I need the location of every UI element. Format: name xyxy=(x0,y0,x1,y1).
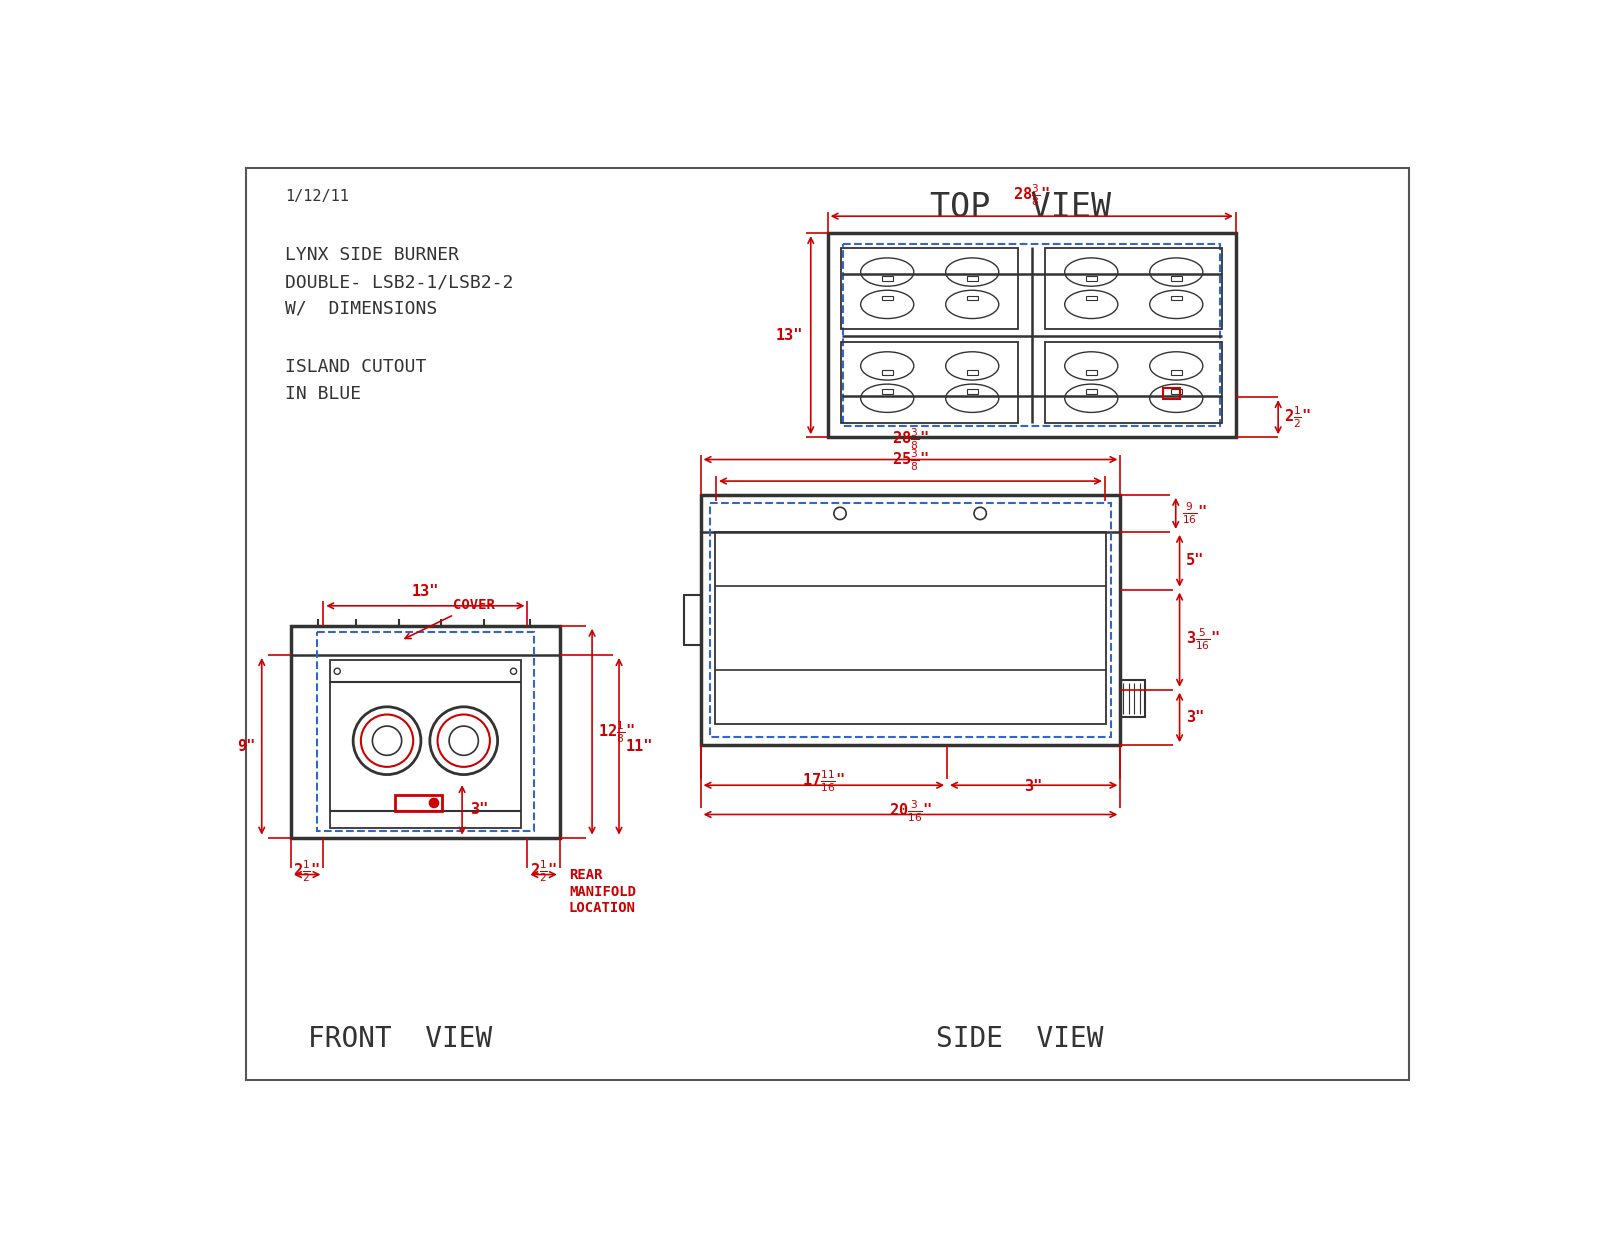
Text: 28$\frac{3}{8}$": 28$\frac{3}{8}$" xyxy=(893,427,928,452)
Text: 3": 3" xyxy=(1186,710,1205,725)
Text: LYNX: LYNX xyxy=(408,798,429,808)
Text: 9": 9" xyxy=(237,738,256,753)
Text: 3": 3" xyxy=(470,803,488,818)
Text: SIDE  VIEW: SIDE VIEW xyxy=(936,1025,1104,1053)
Text: FRONT  VIEW: FRONT VIEW xyxy=(309,1025,493,1053)
Text: DOUBLE- LSB2-1/LSB2-2: DOUBLE- LSB2-1/LSB2-2 xyxy=(285,273,514,291)
Text: ISLAND CUTOUT: ISLAND CUTOUT xyxy=(285,357,426,376)
Text: 20$\frac{3}{16}$": 20$\frac{3}{16}$" xyxy=(888,798,933,824)
Text: 3": 3" xyxy=(1024,779,1043,794)
Text: 11": 11" xyxy=(626,738,653,753)
Text: COVER: COVER xyxy=(405,597,494,638)
Text: 25$\frac{3}{8}$": 25$\frac{3}{8}$" xyxy=(893,448,928,474)
Text: 2$\frac{1}{2}$": 2$\frac{1}{2}$" xyxy=(1285,404,1312,430)
Text: 3$\frac{5}{16}$": 3$\frac{5}{16}$" xyxy=(1186,627,1219,652)
Text: 28$\frac{3}{8}$": 28$\frac{3}{8}$" xyxy=(1013,183,1050,209)
Text: 2$\frac{1}{2}$": 2$\frac{1}{2}$" xyxy=(293,858,322,883)
Text: LYNX SIDE BURNER: LYNX SIDE BURNER xyxy=(285,246,459,263)
Text: 5": 5" xyxy=(1186,553,1205,568)
Text: TOP  VIEW: TOP VIEW xyxy=(930,190,1110,224)
Text: 17$\frac{11}{16}$": 17$\frac{11}{16}$" xyxy=(802,769,845,794)
Text: 13": 13" xyxy=(411,584,438,599)
Text: 13": 13" xyxy=(776,328,803,343)
Text: 1/12/11: 1/12/11 xyxy=(285,189,349,204)
Text: 2$\frac{1}{2}$": 2$\frac{1}{2}$" xyxy=(530,858,557,883)
Circle shape xyxy=(429,798,438,808)
Text: IN BLUE: IN BLUE xyxy=(285,385,362,403)
Text: W/  DIMENSIONS: W/ DIMENSIONS xyxy=(285,301,437,318)
Text: $\frac{9}{16}$": $\frac{9}{16}$" xyxy=(1182,501,1206,526)
Text: REAR
MANIFOLD
LOCATION: REAR MANIFOLD LOCATION xyxy=(570,868,635,915)
Text: 12$\frac{1}{8}$": 12$\frac{1}{8}$" xyxy=(598,719,635,745)
